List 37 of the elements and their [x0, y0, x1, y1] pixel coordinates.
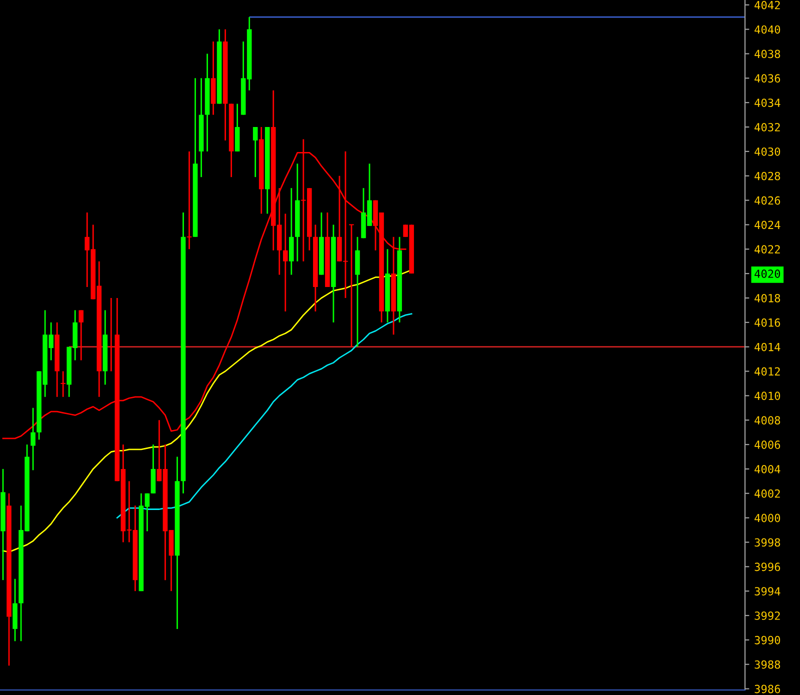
y-tick-label: 4004	[754, 464, 780, 474]
y-tick-label: 4030	[754, 147, 780, 156]
y-tick-label: 3994	[754, 587, 780, 596]
y-tick-label: 4038	[754, 50, 780, 58]
y-tick-label: 4024	[754, 220, 780, 230]
y-tick-label: 4022	[754, 245, 780, 254]
y-tick-label: 4006	[754, 440, 780, 449]
y-tick-label: 4028	[754, 172, 780, 180]
y-tick-label: 4040	[754, 25, 780, 34]
y-tick-label: 4036	[754, 74, 780, 83]
y-tick-label: 4032	[754, 123, 780, 132]
y-tick-label: 4010	[754, 392, 780, 400]
y-tick-label: 4018	[754, 294, 780, 302]
y-tick-label: 3998	[754, 538, 780, 547]
y-tick-label: 3988	[754, 660, 780, 669]
y-tick-label: 4016	[754, 318, 780, 327]
y-tick-label: 3996	[754, 562, 780, 572]
y-tick-label: 4020	[754, 270, 780, 278]
y-tick-label: 4012	[754, 367, 780, 376]
candlestick	[186, 150, 192, 250]
y-tick-label: 4002	[754, 489, 780, 498]
y-tick-label: 4042	[754, 0, 780, 10]
y-tick-label: 4034	[754, 98, 780, 107]
y-tick-label: 4026	[754, 196, 780, 205]
y-tick-label: 4000	[754, 514, 780, 522]
candlestick	[252, 126, 258, 178]
candlestick	[60, 370, 66, 398]
y-tick-label: 3986	[754, 684, 780, 694]
candlestick	[78, 310, 84, 361]
candlestick	[30, 407, 36, 471]
y-tick-label: 4014	[754, 342, 780, 352]
y-tick-label: 3992	[754, 612, 780, 620]
candlestick	[349, 224, 354, 348]
y-tick-label: 4008	[754, 416, 780, 425]
line-series	[116, 313, 412, 518]
candlestick	[282, 213, 288, 312]
y-tick-label: 3990	[754, 636, 780, 644]
